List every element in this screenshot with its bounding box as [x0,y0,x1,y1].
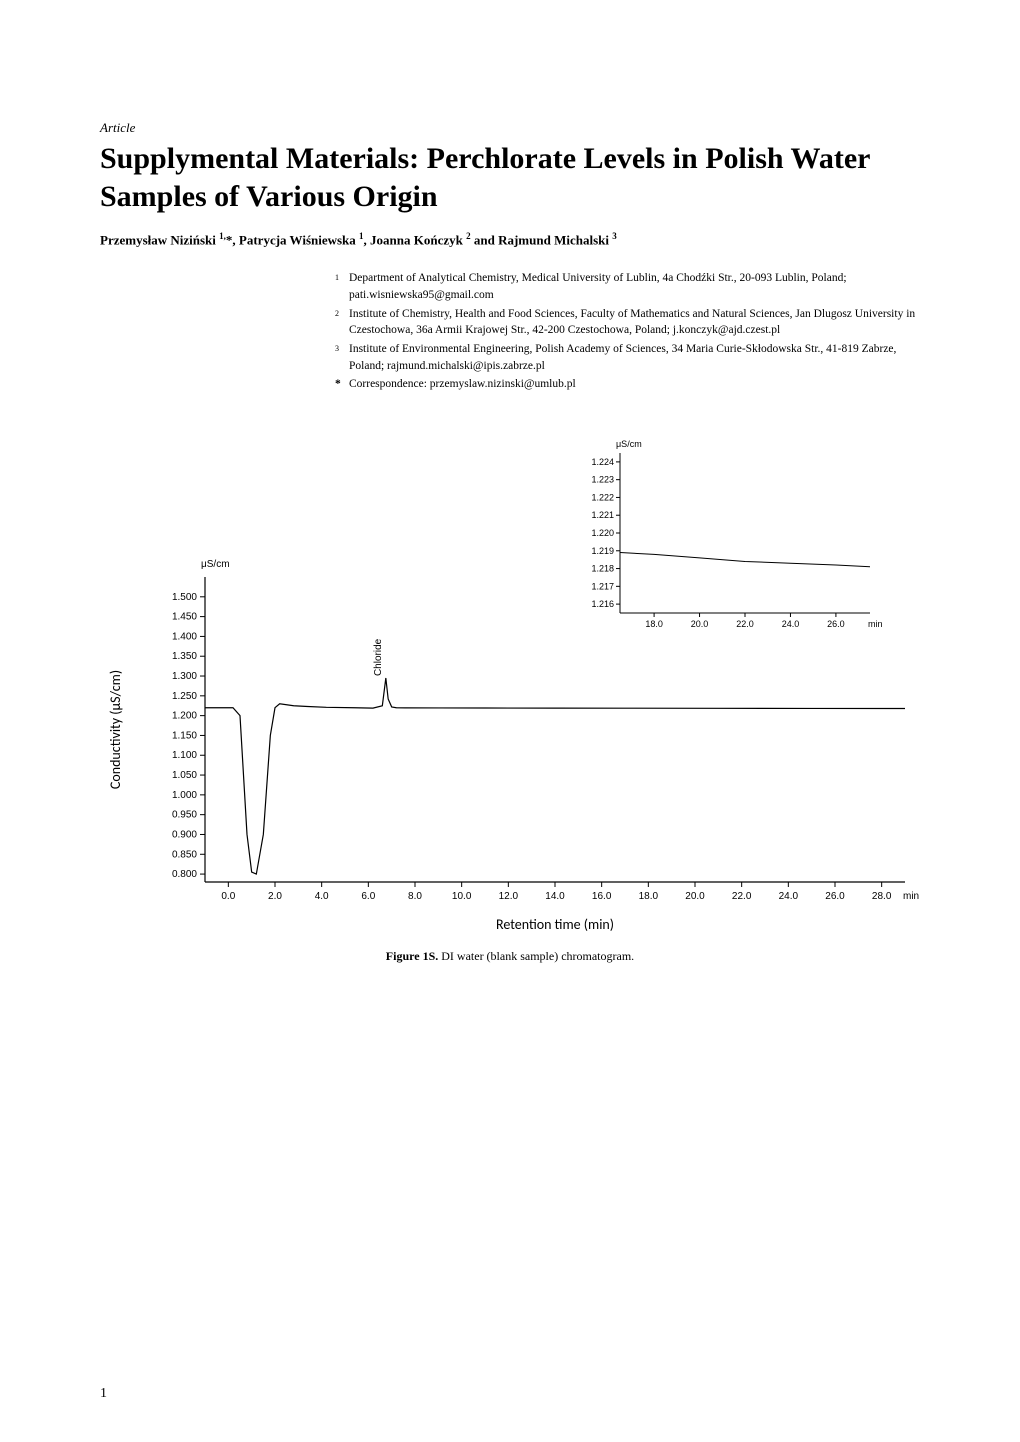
svg-text:4.0: 4.0 [315,891,329,902]
svg-text:1.000: 1.000 [172,790,197,801]
svg-text:1.500: 1.500 [172,592,197,603]
svg-text:20.0: 20.0 [691,619,709,629]
chromatogram-chart: 0.0 2.0 4.0 6.0 8.0 10.0 12.0 14.0 16.0 18.0 20.0 2… [100,417,920,937]
figure-caption-label: Figure 1S. [386,949,438,963]
affiliation-text: Institute of Environmental Engineering, … [349,341,920,374]
svg-text:1.450: 1.450 [172,612,197,623]
page-title: Supplymental Materials: Perchlorate Leve… [100,140,920,215]
author-list: Przemysław Niziński 1,*, Patrycja Wiśnie… [100,231,920,248]
svg-text:0.800: 0.800 [172,869,197,880]
svg-text:24.0: 24.0 [782,619,800,629]
svg-text:14.0: 14.0 [545,891,565,902]
affiliation-number: 1 [335,270,349,303]
svg-text:18.0: 18.0 [645,619,663,629]
svg-text:1.216: 1.216 [591,599,614,609]
svg-text:1.220: 1.220 [591,528,614,538]
svg-text:1.100: 1.100 [172,750,197,761]
affiliation-text: Institute of Chemistry, Health and Food … [349,306,920,339]
svg-text:26.0: 26.0 [825,891,845,902]
page-number: 1 [100,1386,107,1402]
affiliation-number: 2 [335,306,349,339]
svg-text:18.0: 18.0 [639,891,659,902]
svg-text:1.250: 1.250 [172,691,197,702]
svg-text:1.400: 1.400 [172,631,197,642]
svg-text:1.218: 1.218 [591,564,614,574]
svg-text:Conductivity (μS/cm): Conductivity (μS/cm) [107,670,124,789]
affiliations-block: 1 Department of Analytical Chemistry, Me… [335,270,920,393]
correspondence-star: * [335,376,349,393]
svg-text:Chloride: Chloride [373,638,384,676]
svg-text:22.0: 22.0 [736,619,754,629]
svg-text:min: min [903,891,919,902]
affiliation-item: 3 Institute of Environmental Engineering… [335,341,920,374]
affiliation-text: Department of Analytical Chemistry, Medi… [349,270,920,303]
svg-text:0.0: 0.0 [221,891,235,902]
affiliation-item: 1 Department of Analytical Chemistry, Me… [335,270,920,303]
svg-text:1.221: 1.221 [591,510,614,520]
svg-text:0.900: 0.900 [172,829,197,840]
svg-text:1.050: 1.050 [172,770,197,781]
article-type: Article [100,120,920,136]
svg-text:28.0: 28.0 [872,891,892,902]
affiliation-item: 2 Institute of Chemistry, Health and Foo… [335,306,920,339]
affiliation-number: 3 [335,341,349,374]
figure-caption-text: DI water (blank sample) chromatogram. [438,949,634,963]
correspondence-text: Correspondence: przemyslaw.nizinski@umlu… [349,376,920,393]
svg-text:1.219: 1.219 [591,546,614,556]
svg-text:1.150: 1.150 [172,730,197,741]
figure-1s: 0.0 2.0 4.0 6.0 8.0 10.0 12.0 14.0 16.0 18.0 20.0 2… [100,417,920,964]
correspondence: * Correspondence: przemyslaw.nizinski@um… [335,376,920,393]
svg-text:μS/cm: μS/cm [616,439,642,449]
svg-text:1.222: 1.222 [591,492,614,502]
svg-text:0.850: 0.850 [172,849,197,860]
svg-text:16.0: 16.0 [592,891,612,902]
svg-text:0.950: 0.950 [172,810,197,821]
svg-text:min: min [868,619,883,629]
svg-text:12.0: 12.0 [499,891,519,902]
figure-caption: Figure 1S. DI water (blank sample) chrom… [100,949,920,964]
svg-text:Retention time (min): Retention time (min) [496,916,614,933]
svg-text:1.217: 1.217 [591,581,614,591]
svg-text:8.0: 8.0 [408,891,422,902]
svg-text:6.0: 6.0 [361,891,375,902]
svg-text:10.0: 10.0 [452,891,472,902]
svg-text:22.0: 22.0 [732,891,752,902]
svg-text:1.224: 1.224 [591,457,614,467]
svg-text:24.0: 24.0 [779,891,799,902]
svg-text:26.0: 26.0 [827,619,845,629]
svg-text:1.300: 1.300 [172,671,197,682]
svg-text:2.0: 2.0 [268,891,282,902]
svg-text:1.350: 1.350 [172,651,197,662]
svg-text:1.223: 1.223 [591,475,614,485]
svg-text:20.0: 20.0 [685,891,705,902]
svg-text:1.200: 1.200 [172,711,197,722]
svg-text:μS/cm: μS/cm [201,559,230,570]
